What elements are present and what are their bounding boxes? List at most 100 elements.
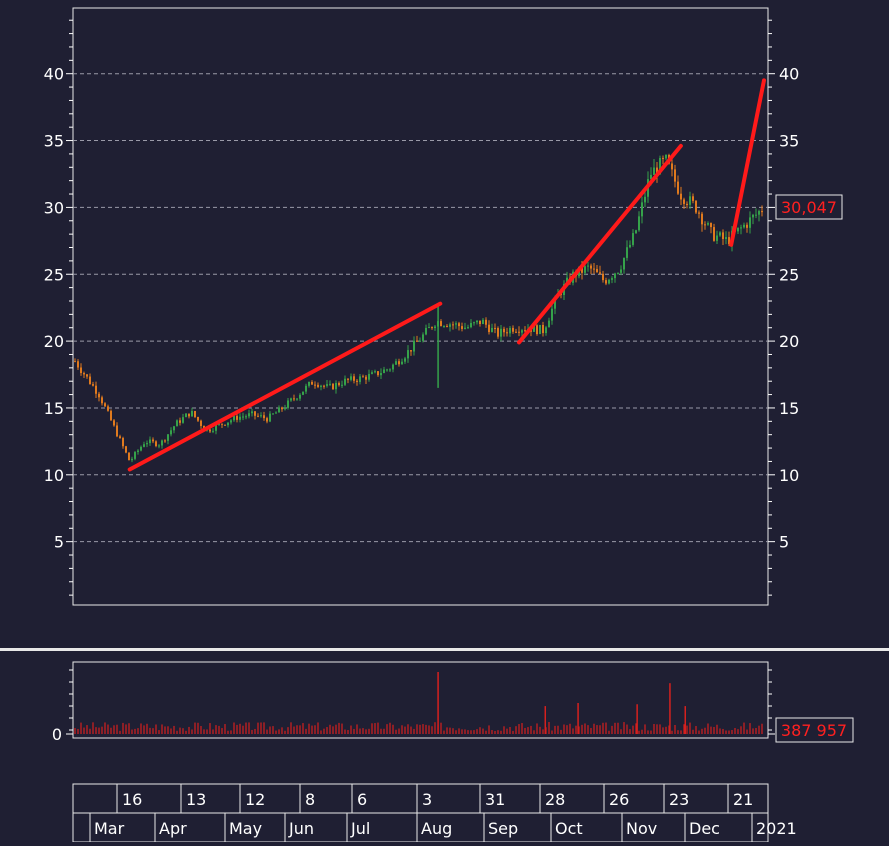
candle-body — [332, 383, 334, 390]
candle-body — [356, 380, 358, 382]
candle-body — [140, 446, 142, 451]
candle-body — [524, 330, 526, 332]
candle-body — [161, 440, 163, 446]
candle-body — [143, 444, 145, 447]
candle-body — [698, 212, 700, 214]
day-label: 31 — [485, 790, 505, 809]
candle-body — [386, 369, 388, 371]
tick-label-left: 15 — [44, 399, 64, 418]
candle-body — [590, 265, 592, 269]
candle-body — [374, 371, 376, 373]
price-panel-frame — [72, 7, 769, 606]
volume-axis: 0 — [52, 669, 775, 744]
candle-body — [626, 247, 628, 258]
candle-body — [80, 367, 82, 374]
candle-body — [536, 325, 538, 335]
candle-body — [551, 308, 553, 321]
candle-body — [134, 452, 136, 459]
candle-body — [365, 376, 367, 380]
candle-body — [566, 277, 568, 285]
candle-body — [221, 423, 223, 425]
candle-body — [92, 384, 94, 386]
candle-body — [599, 272, 601, 274]
candle-body — [683, 199, 685, 204]
candle-body — [350, 376, 352, 380]
candle-body — [488, 324, 490, 333]
day-label: 26 — [609, 790, 629, 809]
candle-body — [533, 325, 535, 332]
month-label: Jun — [288, 819, 314, 838]
candle-body — [758, 211, 760, 215]
day-label: 12 — [245, 790, 265, 809]
candle-body — [725, 237, 727, 240]
tick-label-right: 10 — [779, 466, 799, 485]
candle-body — [692, 196, 694, 201]
candle-body — [359, 376, 361, 382]
last-volume-label: 387 957 — [781, 721, 847, 740]
candle-body — [746, 224, 748, 228]
candle-body — [539, 325, 541, 335]
candle-body — [191, 411, 193, 417]
candle-body — [518, 331, 520, 333]
candle-body — [320, 385, 322, 387]
candle-body — [146, 443, 148, 445]
month-label: May — [229, 819, 262, 838]
candle-body — [209, 429, 211, 432]
candle-body — [164, 440, 166, 442]
tick-label-right: 40 — [779, 65, 799, 84]
last-volume-marker: 387 957 — [775, 717, 854, 743]
candle-body — [470, 323, 472, 328]
candle-body — [461, 326, 463, 329]
candle-body — [74, 361, 76, 363]
tick-label-left: 5 — [54, 533, 64, 552]
panel-separator — [0, 648, 889, 651]
day-label: 28 — [545, 790, 565, 809]
candle-body — [608, 279, 610, 284]
candle-body — [218, 423, 220, 425]
candle-body — [248, 413, 250, 417]
candle-body — [224, 424, 226, 426]
trend-lines — [127, 78, 766, 472]
candle-body — [602, 273, 604, 281]
candle-body — [326, 384, 328, 386]
day-label: 16 — [122, 790, 142, 809]
candle-body — [704, 224, 706, 226]
month-label: Mar — [94, 819, 125, 838]
day-labels: 16 13 12 8 6 3 31 28 26 23 21 — [116, 784, 753, 813]
candle-body — [761, 211, 763, 213]
candle-body — [311, 381, 313, 385]
candle-body — [308, 381, 310, 386]
candle-body — [497, 328, 499, 337]
candle-body — [242, 416, 244, 418]
candle-body — [482, 319, 484, 325]
candle-body — [443, 326, 445, 328]
candle-body — [179, 420, 181, 423]
candle-body — [695, 200, 697, 213]
candle-body — [653, 167, 655, 175]
candle-body — [500, 328, 502, 337]
candle-body — [410, 350, 412, 352]
tick-label-left: 30 — [44, 198, 64, 217]
candle-body — [617, 272, 619, 274]
candle-body — [713, 227, 715, 241]
candle-body — [371, 372, 373, 374]
month-label: Oct — [555, 819, 583, 838]
candle-body — [707, 223, 709, 225]
candle-body — [128, 452, 130, 461]
candle-body — [299, 394, 301, 399]
trend-line — [517, 143, 683, 345]
candle-body — [476, 320, 478, 323]
candle-body — [677, 181, 679, 194]
candle-body — [455, 323, 457, 325]
day-label: 8 — [305, 790, 315, 809]
tick-label-right: 20 — [779, 332, 799, 351]
candle-body — [104, 403, 106, 407]
candle-body — [323, 385, 325, 387]
candle-body — [395, 361, 397, 365]
candle-body — [338, 382, 340, 386]
candle-body — [275, 412, 277, 414]
candle-body — [452, 324, 454, 326]
candle-body — [464, 327, 466, 329]
candle-body — [623, 257, 625, 270]
